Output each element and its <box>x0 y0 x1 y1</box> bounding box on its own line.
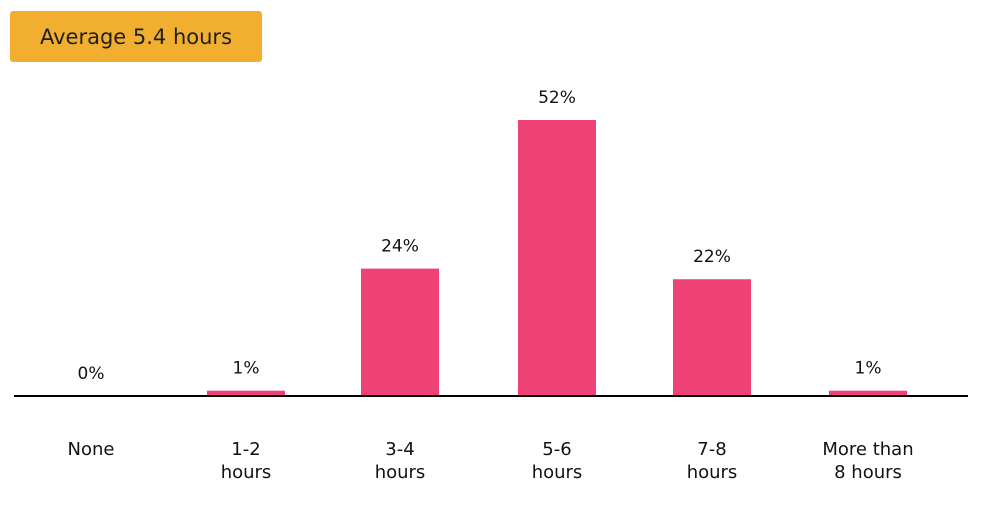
average-badge: Average 5.4 hours <box>10 11 262 62</box>
category-label-2: 1-2 hours <box>220 439 272 483</box>
value-label-3: 24% <box>381 237 419 257</box>
value-label-1: 0% <box>78 364 105 384</box>
bar-3 <box>361 268 439 396</box>
value-labels-group: 0% 1% 24% 52% 22% 1% <box>78 88 882 384</box>
value-label-2: 1% <box>233 359 260 379</box>
category-label-3: 3-4 hours <box>374 439 426 483</box>
value-label-6: 1% <box>855 359 882 379</box>
bars-group <box>207 120 907 396</box>
bar-4 <box>518 120 596 396</box>
category-label-6: More than 8 hours <box>822 439 914 483</box>
bar-5 <box>673 279 751 396</box>
bar-6 <box>829 390 907 396</box>
category-label-5: 7-8 hours <box>686 439 738 483</box>
bar-2 <box>207 390 285 396</box>
average-badge-text: Average 5.4 hours <box>39 24 233 49</box>
category-label-1: None <box>67 439 115 460</box>
category-label-4: 5-6 hours <box>531 439 583 483</box>
value-label-4: 52% <box>538 88 576 108</box>
value-label-5: 22% <box>693 247 731 267</box>
